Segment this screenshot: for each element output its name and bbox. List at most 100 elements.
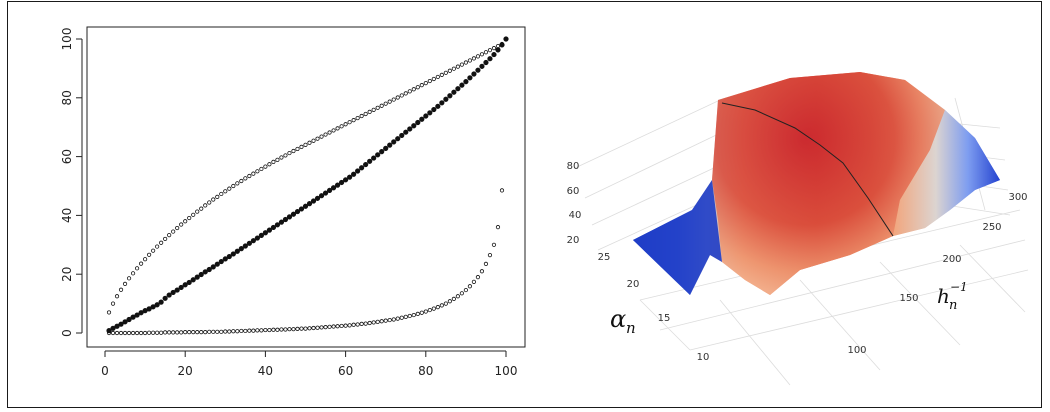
data-point (343, 177, 349, 183)
data-point (130, 314, 136, 320)
data-point (267, 327, 272, 333)
data-point (459, 82, 465, 88)
data-point (375, 152, 381, 158)
data-point (178, 284, 184, 291)
data-point (487, 252, 493, 258)
data-point (479, 52, 485, 57)
data-point (294, 208, 301, 215)
data-point (106, 330, 112, 336)
data-point (266, 227, 273, 233)
data-point (463, 287, 468, 293)
data-point (395, 316, 400, 321)
data-point (399, 315, 404, 320)
data-point (143, 330, 148, 336)
data-point (399, 132, 405, 139)
data-point (175, 330, 180, 335)
data-point (230, 251, 236, 257)
data-point (122, 330, 128, 336)
data-point (231, 329, 236, 334)
data-point (207, 200, 212, 205)
data-point (263, 164, 268, 169)
data-point (187, 215, 192, 221)
data-point (467, 58, 473, 63)
data-point (383, 145, 389, 151)
y-tick-label: 20 (60, 267, 74, 282)
data-point (451, 66, 456, 71)
data-point (306, 201, 313, 207)
data-point (251, 328, 256, 333)
data-point (367, 109, 372, 115)
data-point (295, 146, 300, 152)
y-tick-label: 40 (60, 208, 74, 223)
data-point (211, 197, 216, 202)
data-point (463, 79, 469, 85)
data-point (338, 179, 345, 186)
data-point (226, 253, 232, 260)
scatter-plot: 0 20 40 60 80 100 0 20 40 60 80 100 (60, 26, 526, 378)
data-point (199, 206, 204, 211)
data-point (114, 294, 120, 299)
data-point (263, 327, 268, 333)
data-point (359, 321, 364, 326)
data-point (315, 136, 320, 141)
data-point (423, 113, 429, 119)
data-point (118, 287, 124, 292)
data-point (242, 243, 248, 249)
data-point (126, 276, 132, 281)
data-point (423, 81, 428, 86)
data-point (327, 324, 332, 329)
data-point (239, 178, 244, 184)
data-point (455, 86, 461, 92)
data-point (363, 321, 368, 326)
data-point (479, 269, 485, 274)
data-point (403, 314, 408, 319)
data-point (163, 236, 168, 242)
data-point (147, 330, 152, 335)
data-point (134, 266, 140, 271)
data-point (215, 329, 220, 334)
data-point (171, 229, 176, 234)
data-point (251, 171, 256, 176)
data-point (259, 328, 264, 333)
data-point (339, 124, 344, 129)
x-tick-label: 20 (178, 364, 193, 378)
data-point (302, 203, 309, 209)
data-point (383, 101, 388, 106)
data-point (383, 318, 388, 323)
data-point (183, 219, 188, 224)
data-point (419, 310, 424, 315)
data-point (347, 120, 352, 125)
data-point (427, 78, 432, 84)
data-point (170, 289, 176, 296)
data-point (491, 46, 497, 51)
data-point (183, 330, 188, 335)
data-point (455, 64, 460, 69)
data-point (463, 60, 468, 65)
data-point (274, 222, 281, 228)
data-point (239, 328, 244, 334)
y-tick-label: 0 (60, 329, 74, 337)
data-point (307, 326, 312, 331)
data-point (191, 330, 196, 335)
data-point (279, 327, 284, 332)
data-point (375, 105, 380, 110)
data-point (387, 99, 392, 104)
data-point (334, 182, 341, 188)
data-point (222, 256, 228, 262)
data-point (214, 261, 220, 267)
data-point (243, 328, 248, 334)
data-point (439, 100, 445, 106)
scatter-points (106, 36, 509, 336)
data-point (179, 330, 184, 335)
data-point (315, 325, 320, 330)
data-point (363, 161, 369, 168)
data-point (439, 72, 444, 77)
data-point (447, 93, 453, 99)
x-tick-label: 0 (101, 364, 109, 378)
data-point (267, 162, 272, 167)
data-point (287, 150, 292, 156)
data-point (151, 248, 156, 253)
data-point (323, 325, 328, 330)
data-point (186, 279, 192, 286)
data-point (451, 89, 457, 95)
